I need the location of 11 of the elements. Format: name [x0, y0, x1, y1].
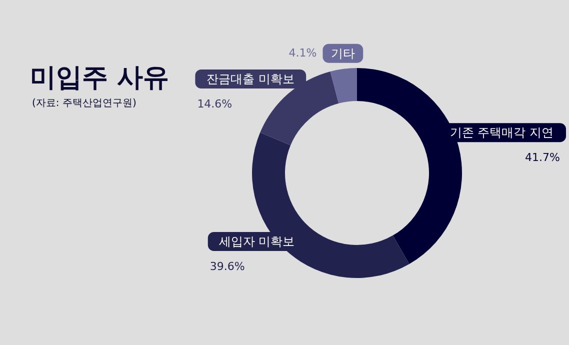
text: 미입주 사유: [30, 63, 170, 93]
donut-slice: [330, 68, 357, 104]
data-label: 41.7%: [525, 151, 560, 164]
slice-label: 잔금대출 미확보: [206, 72, 295, 86]
data-label: 14.6%: [197, 98, 232, 111]
slice-label: 기존 주택매각 지연: [450, 126, 554, 140]
slice-label: 기타: [330, 46, 355, 60]
data-label: 39.6%: [210, 260, 245, 274]
data-label: 4.1%: [288, 46, 317, 60]
slice-label: 세입자 미확보: [218, 234, 295, 249]
text: (자료: 주택산업연구원): [32, 98, 136, 109]
